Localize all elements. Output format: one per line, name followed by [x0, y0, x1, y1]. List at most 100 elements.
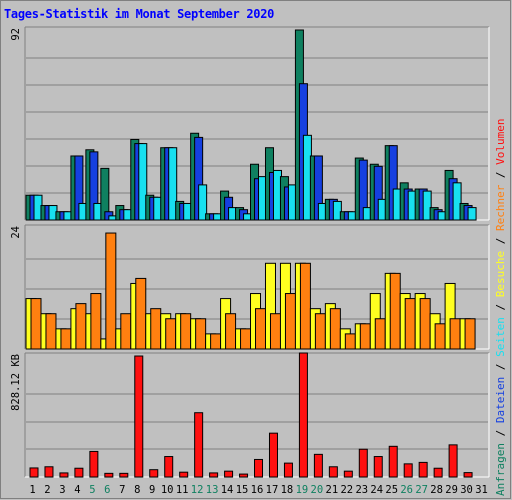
bar-volumen-day-29 [448, 444, 458, 478]
legend-label-volumen: Volumen [494, 118, 507, 164]
bar-rechner-day-12 [195, 318, 207, 350]
bar-volumen-day-17 [268, 432, 278, 478]
x-tick-label-day-17: 17 [266, 484, 279, 496]
bar-volumen-day-1 [29, 467, 39, 478]
bar-rechner-day-28 [434, 323, 446, 350]
legend-label-anfragen: Anfragen [494, 443, 507, 496]
panel-volume: 828.12 KB [10, 352, 490, 478]
x-tick-label-day-24: 24 [370, 484, 383, 496]
bar-volumen-day-30 [463, 472, 473, 478]
panel-visits: 24 [10, 224, 490, 350]
x-tick-label-day-30: 30 [460, 484, 473, 496]
y-max-label: 92 [10, 28, 22, 41]
bar-volumen-day-19 [298, 352, 308, 478]
bar-volumen-day-2 [44, 466, 54, 478]
legend-separator: / [494, 357, 507, 377]
bar-volumen-day-18 [283, 462, 293, 478]
bar-rechner-day-20 [314, 313, 326, 350]
bar-rechner-day-18 [284, 293, 296, 350]
bar-seiten-day-30 [467, 207, 477, 221]
x-tick-label-day-6: 6 [104, 484, 110, 496]
bar-rechner-day-9 [150, 308, 162, 350]
bar-volumen-day-11 [179, 471, 189, 478]
bar-rechner-day-23 [359, 323, 371, 350]
x-tick-label-day-28: 28 [430, 484, 443, 496]
bar-volumen-day-5 [89, 450, 99, 478]
x-tick-label-day-4: 4 [74, 484, 80, 496]
bar-rechner-day-11 [180, 313, 192, 350]
bar-volumen-day-3 [59, 472, 69, 478]
bar-volumen-day-10 [164, 456, 174, 478]
x-tick-label-day-3: 3 [59, 484, 65, 496]
x-tick-label-day-1: 1 [29, 484, 35, 496]
bar-volumen-day-8 [134, 355, 144, 478]
bar-rechner-day-25 [389, 272, 401, 350]
y-max-label: 24 [10, 226, 22, 239]
x-tick-label-day-15: 15 [236, 484, 249, 496]
bar-volumen-day-15 [239, 473, 249, 478]
bar-rechner-day-7 [120, 313, 132, 350]
bar-rechner-day-6 [105, 232, 117, 350]
x-tick-label-day-20: 20 [311, 484, 324, 496]
legend-label-rechner: Rechner [494, 184, 507, 231]
bar-rechner-day-3 [60, 328, 72, 350]
bar-volumen-day-24 [373, 456, 383, 478]
bar-rechner-day-2 [45, 313, 57, 350]
legend-separator: / [494, 165, 507, 185]
x-tick-label-day-19: 19 [296, 484, 309, 496]
bar-volumen-day-4 [74, 467, 84, 478]
x-tick-label-day-2: 2 [44, 484, 50, 496]
legend-label-dateien: Dateien [494, 377, 507, 423]
x-tick-label-day-23: 23 [355, 484, 368, 496]
bar-volumen-day-25 [388, 445, 398, 478]
bar-rechner-day-30 [464, 318, 476, 350]
x-tick-label-day-9: 9 [149, 484, 155, 496]
bar-rechner-day-27 [419, 298, 431, 350]
legend-separator: / [494, 231, 507, 251]
bar-seiten-day-8 [138, 143, 148, 221]
bar-volumen-day-16 [254, 458, 264, 478]
bar-seiten-day-27 [422, 190, 432, 221]
x-tick-label-day-13: 13 [206, 484, 219, 496]
bar-seiten-day-12 [198, 184, 208, 221]
bar-volumen-day-23 [358, 448, 368, 478]
x-tick-label-day-11: 11 [176, 484, 189, 496]
x-tick-label-day-5: 5 [89, 484, 95, 496]
bar-rechner-day-15 [240, 328, 252, 350]
legend-label-seiten: Seiten [494, 317, 507, 357]
bar-rechner-day-21 [329, 308, 341, 350]
bar-volumen-day-13 [209, 472, 219, 478]
bar-rechner-day-8 [135, 277, 147, 350]
bar-rechner-day-17 [269, 313, 281, 350]
bar-rechner-day-1 [30, 298, 42, 350]
bar-rechner-day-24 [374, 318, 386, 350]
bar-volumen-day-9 [149, 469, 159, 478]
bar-rechner-day-29 [449, 318, 461, 350]
bar-rechner-day-10 [165, 318, 177, 350]
legend-separator: / [494, 297, 507, 317]
bar-rechner-day-19 [299, 262, 311, 350]
x-tick-label-day-14: 14 [221, 484, 234, 496]
bar-rechner-day-5 [90, 293, 102, 350]
bar-rechner-day-4 [75, 303, 87, 350]
x-tick-label-day-12: 12 [191, 484, 204, 496]
bar-seiten-day-10 [168, 147, 178, 221]
legend-label-besuche: Besuche [494, 251, 507, 297]
bar-seiten-day-21 [332, 200, 342, 221]
x-tick-label-day-8: 8 [134, 484, 140, 496]
bar-volumen-day-22 [343, 470, 353, 478]
x-tick-label-day-10: 10 [161, 484, 174, 496]
x-tick-label-day-27: 27 [415, 484, 428, 496]
panel-hits: 92 [10, 26, 490, 221]
bar-rechner-day-16 [255, 308, 267, 350]
bar-volumen-day-6 [104, 472, 114, 478]
bar-volumen-day-21 [328, 466, 338, 478]
bar-seiten-day-29 [452, 182, 462, 221]
x-tick-label-day-7: 7 [119, 484, 125, 496]
x-tick-label-day-21: 21 [326, 484, 339, 496]
bar-rechner-day-26 [404, 298, 416, 350]
y-max-label: 828.12 KB [10, 354, 22, 411]
right-legend-labels: Anfragen / Dateien / Seiten / Besuche / … [494, 118, 507, 496]
